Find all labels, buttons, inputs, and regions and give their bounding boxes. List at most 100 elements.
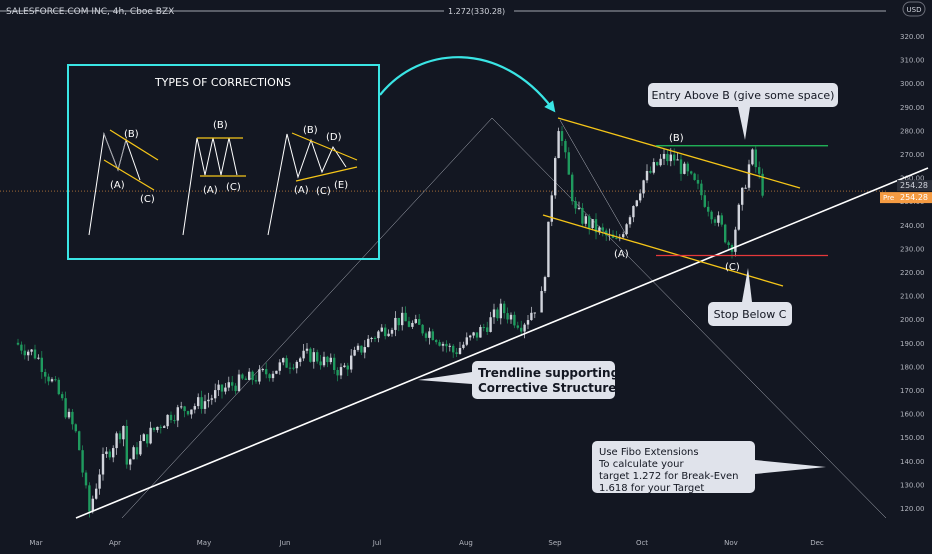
candle-body [105, 451, 108, 455]
candle-body [747, 164, 751, 188]
candle-body [197, 397, 200, 407]
x-tick-label: Apr [109, 539, 121, 547]
candle-body [506, 313, 509, 320]
candle-body [101, 454, 105, 475]
candle-body [142, 434, 145, 441]
fibo-callout-line4: 1.618 for your Target [599, 483, 704, 494]
pre-market-tag: Pre [883, 194, 894, 202]
fibo-leg-1 [121, 117, 493, 519]
y-tick-label: 130.00 [900, 481, 925, 489]
candle-body [37, 357, 40, 359]
zigzag-upper-line [109, 129, 159, 161]
candle-body [210, 398, 213, 400]
candle-body [666, 153, 669, 162]
currency-label: USD [907, 6, 922, 14]
candle-body [166, 414, 169, 427]
candle-body [258, 369, 261, 382]
candle-body [469, 335, 472, 338]
y-tick-label: 270.00 [900, 151, 925, 159]
candle-body [54, 379, 57, 381]
y-tick-label: 290.00 [900, 104, 925, 112]
candle-body [156, 426, 159, 431]
candle-body [530, 312, 533, 321]
candle-body [458, 347, 462, 355]
y-tick-label: 200.00 [900, 316, 925, 324]
candle-body [758, 167, 761, 174]
candle-body [540, 291, 543, 313]
candle-body [659, 158, 662, 166]
candle-body [564, 140, 567, 153]
candle-body [394, 317, 397, 330]
candle-body [312, 352, 315, 362]
currency-badge[interactable] [902, 1, 926, 17]
channel-upper[interactable] [557, 117, 801, 189]
candle-body [550, 195, 553, 222]
candle-body [129, 459, 132, 465]
candle-body [656, 162, 659, 166]
corrections-inset: TYPES OF CORRECTIONS (B) (A) (C) (B) (A)… [67, 64, 380, 260]
candle-body [438, 342, 441, 346]
candle-body [81, 450, 84, 473]
candle-body [387, 333, 390, 337]
candle-body [571, 174, 574, 202]
candle-body [16, 342, 20, 345]
candle-body [727, 242, 730, 246]
fibo-callout[interactable]: Use Fibo Extensions To calculate your ta… [592, 441, 826, 494]
candle-body [180, 406, 183, 408]
candle-body [499, 303, 502, 319]
stop-callout[interactable]: Stop Below C [708, 268, 792, 326]
y-axis: 120.00 130.00 140.00 150.00 160.00 170.00 180.… [900, 33, 925, 513]
candle-body [47, 376, 50, 382]
candle-body [428, 331, 431, 338]
candle-body [639, 193, 642, 201]
candle-body [588, 216, 591, 228]
y-tick-label: 210.00 [900, 293, 925, 301]
candle-body [217, 384, 220, 391]
wave-a-label: (A) [614, 249, 629, 260]
candle-body [465, 337, 468, 345]
y-tick-label: 280.00 [900, 127, 925, 135]
candle-body [316, 352, 319, 362]
candle-body [302, 350, 305, 359]
candle-body [336, 370, 339, 376]
y-tick-label: 170.00 [900, 387, 925, 395]
candle-body [135, 447, 139, 455]
y-tick-label: 260.00 [900, 175, 925, 183]
y-tick-label: 310.00 [900, 57, 925, 65]
candle-body [275, 370, 278, 374]
wave-c-label: (C) [725, 262, 740, 273]
candle-body [159, 426, 162, 428]
triangle-lower-line [295, 166, 358, 182]
candle-body [27, 351, 30, 356]
entry-callout[interactable]: Entry Above B (give some space) [648, 83, 838, 140]
candle-body [370, 337, 373, 339]
candle-body [44, 371, 47, 377]
main-trendline[interactable] [75, 167, 929, 519]
candle-body [237, 374, 241, 392]
candle-body [492, 309, 496, 318]
candle-body [632, 206, 635, 218]
fibo-callout-line2: To calculate your [598, 459, 684, 470]
candle-body [645, 170, 649, 181]
triangle-d-label: (D) [326, 132, 342, 143]
candle-body [61, 394, 64, 399]
trendline-callout[interactable]: Trendline supporting Corrective Structur… [418, 361, 619, 399]
candle-body [278, 362, 281, 371]
stop-callout-text: Stop Below C [714, 308, 787, 321]
candle-body [642, 180, 645, 194]
x-tick-label: Oct [636, 539, 648, 547]
candle-body [700, 183, 703, 196]
candle-body [696, 179, 700, 184]
channel-lower[interactable] [542, 214, 784, 287]
candle-body [635, 200, 638, 207]
candle-body [713, 219, 717, 223]
candle-body [744, 187, 747, 189]
candle-body [91, 498, 94, 512]
candle-body [577, 207, 581, 209]
candle-body [652, 162, 655, 173]
candle-body [234, 385, 237, 392]
candle-body [751, 149, 754, 165]
candle-body [421, 324, 424, 334]
candle-body [377, 331, 380, 339]
